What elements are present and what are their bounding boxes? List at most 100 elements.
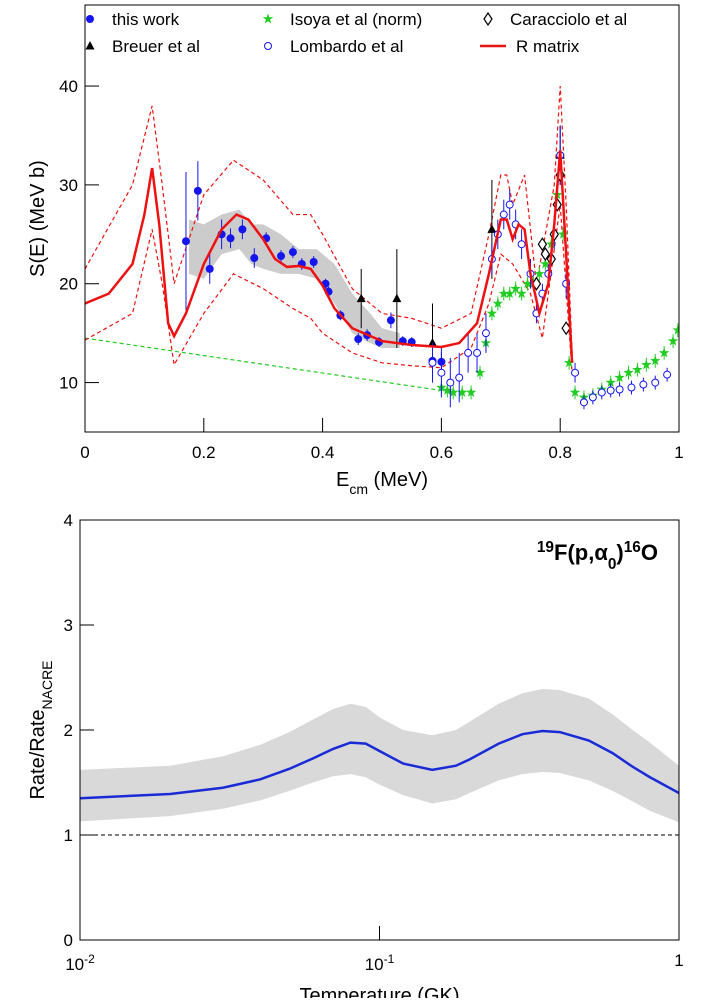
marker: [672, 324, 679, 335]
marker: [474, 367, 486, 378]
marker: [517, 240, 526, 249]
marker: [456, 386, 468, 397]
marker: [639, 380, 648, 389]
x-tick-label: 0: [80, 443, 89, 462]
text-part: Rate/Rate: [27, 709, 49, 799]
x-tick-label: 0.6: [430, 443, 454, 462]
x-tick-label: 10-2: [65, 952, 95, 974]
tick-exponent: -2: [84, 952, 95, 966]
marker: [386, 316, 395, 325]
marker: [465, 386, 477, 397]
marker: [277, 252, 286, 261]
text-part: S(E) (MeV b): [27, 160, 49, 277]
y-tick-label: 1: [64, 826, 73, 845]
x-tick-label: 10-1: [365, 952, 395, 974]
marker: [193, 186, 202, 195]
marker: [505, 200, 514, 209]
marker: [437, 368, 446, 377]
legend-entry: Lombardo et al: [264, 37, 403, 56]
marker: [641, 359, 652, 370]
marker: [226, 234, 235, 243]
legend-label: Isoya et al (norm): [290, 10, 422, 29]
plot-frame: [84, 4, 680, 433]
marker: [651, 378, 660, 387]
marker: [498, 288, 510, 299]
legend-swatch: [264, 42, 272, 50]
marker: [627, 383, 636, 392]
plot-area: [80, 689, 679, 823]
marker: [309, 257, 318, 266]
marker: [356, 293, 366, 303]
y-tick-label: 40: [59, 77, 78, 96]
marker: [579, 398, 588, 407]
curve: [85, 150, 574, 363]
legend-label: Lombardo et al: [290, 37, 403, 56]
marker: [537, 237, 548, 252]
marker: [569, 386, 581, 397]
marker: [534, 268, 545, 279]
marker: [428, 358, 437, 367]
y-axis-label: S(E) (MeV b): [27, 160, 49, 277]
text-part: F(p,: [554, 540, 594, 565]
marker: [181, 237, 190, 246]
text-part: NACRE: [39, 660, 55, 709]
text-part: (MeV): [368, 469, 428, 491]
marker: [588, 393, 597, 402]
text-part: E: [336, 469, 349, 491]
band: [80, 689, 679, 823]
marker: [522, 278, 533, 289]
marker: [288, 248, 297, 257]
legend-label: Caracciolo et al: [510, 10, 627, 29]
marker: [464, 348, 473, 357]
legend-entry: Breuer et al: [85, 37, 200, 56]
y-tick-label: 2: [64, 721, 73, 740]
y-tick-label: 0: [64, 931, 73, 950]
marker: [455, 373, 464, 382]
y-tick-label: 3: [64, 616, 73, 635]
marker: [442, 384, 453, 395]
tick-base: 10: [65, 955, 84, 974]
text-part: ): [616, 540, 623, 565]
tick-base: 10: [365, 955, 384, 974]
marker: [650, 355, 661, 366]
plot-area: [85, 86, 679, 410]
x-tick-label: 0.4: [311, 443, 335, 462]
marker: [473, 348, 482, 357]
marker: [238, 225, 247, 234]
marker: [487, 224, 497, 233]
marker: [663, 370, 672, 379]
marker: [563, 357, 575, 368]
legend-entry: R matrix: [480, 37, 580, 56]
marker: [448, 386, 459, 397]
x-axis-label: Temperature (GK): [299, 985, 459, 998]
text-part: cm: [349, 481, 368, 497]
marker: [250, 254, 259, 263]
band: [188, 209, 400, 348]
marker: [354, 335, 363, 344]
text-part: Temperature (GK): [299, 985, 459, 998]
marker: [392, 293, 402, 303]
legend-label: R matrix: [516, 37, 580, 56]
marker: [540, 247, 551, 262]
marker: [614, 372, 625, 383]
marker: [658, 347, 670, 358]
legend-entry: Isoya et al (norm): [262, 10, 422, 29]
marker: [516, 288, 527, 299]
curve: [80, 729, 679, 800]
marker: [615, 385, 624, 394]
annotation: 19F(p,α0)16O: [537, 539, 658, 573]
text-part: 19: [537, 539, 554, 556]
marker: [427, 338, 437, 347]
y-tick-label: 30: [59, 176, 78, 195]
tick-exponent: -1: [384, 952, 395, 966]
marker: [571, 368, 580, 377]
marker: [504, 288, 515, 299]
marker: [510, 283, 521, 294]
x-tick-label: 0.2: [192, 443, 216, 462]
y-tick-label: 20: [59, 275, 78, 294]
marker: [667, 335, 679, 346]
marker: [481, 329, 490, 338]
legend-label: Breuer et al: [112, 37, 200, 56]
marker: [561, 321, 571, 336]
